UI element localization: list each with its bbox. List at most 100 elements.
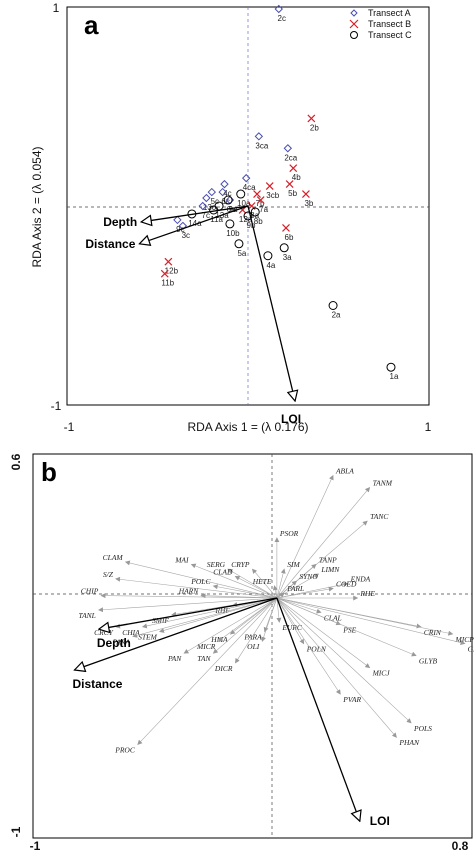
species-pan-31: PAN — [167, 597, 278, 663]
species-arrow — [276, 597, 341, 695]
legend-cross-icon — [349, 19, 359, 29]
site-marker-circle — [225, 219, 235, 229]
species-mai-9: MAI — [174, 555, 277, 599]
species-arrow — [190, 563, 277, 599]
species-label: CLAM — [103, 553, 124, 562]
site-marker-diamond — [202, 193, 211, 203]
env-label-depth: Depth — [103, 215, 137, 229]
species-label: PARA — [112, 637, 131, 646]
site-label-11a: 11a — [210, 215, 223, 224]
legend-circle-icon — [350, 31, 358, 39]
species-label: PSE — [342, 625, 356, 634]
site-label-4ca: 4ca — [243, 183, 256, 192]
species-arrow — [132, 597, 277, 638]
species-arrow — [212, 597, 278, 654]
a-xtick-right: 1 — [425, 420, 432, 434]
species-label: SYNO — [299, 572, 318, 581]
species-arrow — [100, 593, 277, 599]
site-label-14a: 14a — [188, 219, 202, 228]
species-arrow — [276, 597, 322, 614]
species-label: TANP — [319, 555, 337, 564]
species-hete-14: HETE — [252, 577, 278, 599]
site-label-2a: 2a — [332, 311, 341, 320]
site-marker-diamond — [254, 132, 264, 141]
site-point-6c: 6c — [218, 187, 230, 206]
site-label-4b: 4b — [292, 173, 301, 182]
site-marker-circle — [250, 207, 260, 217]
site-point-2a: 2a — [328, 301, 341, 320]
site-point-13c: 13c — [202, 193, 216, 212]
species-clam-10: CLAM — [103, 553, 277, 599]
species-arrow — [276, 586, 334, 599]
env-label-loi: LOI — [281, 412, 301, 426]
panel-b-env-vectors: Depth Distance LOI — [72, 597, 390, 828]
legend-label-transect-c: Transect C — [368, 30, 412, 40]
site-marker-cross — [289, 164, 298, 173]
species-arrow — [227, 568, 278, 599]
species-label: CRIN — [424, 628, 442, 637]
species-abla-0: ABLA — [276, 467, 354, 599]
panel-a-legend: Transect A Transect B Transect C — [349, 8, 412, 40]
species-glyp-42: GLYP — [276, 597, 474, 654]
site-point-10b: 10b — [225, 219, 240, 238]
site-marker-cross — [307, 114, 316, 123]
panel-a: a Transect A Transect B Transect C 2c 3ca… — [30, 1, 432, 434]
species-label: ENDA — [350, 575, 371, 584]
species-arrow — [276, 597, 305, 645]
species-tanm-1: TANM — [276, 479, 393, 599]
species-label: CHIA — [122, 628, 140, 637]
site-marker-diamond — [178, 221, 188, 231]
species-clal-36: CLAL — [276, 597, 342, 622]
species-arrow — [276, 597, 412, 724]
panel-b-letter: b — [41, 457, 57, 487]
species-arrow — [183, 597, 278, 654]
site-marker-diamond — [220, 179, 229, 189]
species-arrow — [276, 568, 286, 599]
a-ytick-bottom: -1 — [51, 399, 62, 413]
env-arrow-loi — [247, 205, 295, 401]
species-label: RHF — [214, 606, 230, 615]
species-label: CHIP — [81, 587, 99, 596]
site-point-3ca: 3ca — [254, 132, 269, 150]
species-label: OLI — [247, 642, 260, 651]
species-label: COED — [336, 579, 357, 588]
species-arrow — [98, 597, 277, 613]
legend-label-transect-a: Transect A — [368, 8, 411, 18]
species-label: TANL — [78, 611, 95, 620]
site-point-2ca: 2ca — [283, 144, 298, 162]
species-arrow — [272, 585, 278, 599]
species-micr-30: MICR — [196, 597, 278, 651]
species-tanl-23: TANL — [78, 597, 277, 620]
site-marker-cross — [253, 190, 261, 198]
species-arrow — [276, 597, 454, 636]
species-label: SERG — [207, 560, 226, 569]
species-enda-13: ENDA — [276, 575, 371, 599]
species-dicr-39: DICR — [214, 597, 278, 673]
site-label-3c: 3c — [182, 231, 190, 240]
species-stem-27: STEM — [138, 597, 277, 642]
site-label-13c: 13c — [203, 203, 216, 212]
site-point-1a: 1a — [386, 362, 399, 381]
species-chia-25: CHIA — [122, 597, 277, 637]
site-marker-circle — [236, 189, 246, 199]
site-marker-cross — [256, 196, 265, 204]
species-arrow — [276, 486, 371, 599]
site-label-3b: 3b — [304, 199, 313, 208]
species-label: MICR — [196, 642, 216, 651]
site-point-2b: 2b — [307, 114, 319, 132]
site-label-9b: 9b — [247, 221, 256, 230]
species-arrow — [276, 597, 282, 623]
legend-label-transect-b: Transect B — [368, 19, 411, 29]
species-phan-47: PHAN — [276, 597, 420, 747]
site-marker-circle — [243, 211, 253, 221]
site-label-6b: 6b — [285, 233, 294, 242]
species-label: MAI — [174, 555, 189, 564]
env-label-distance: Distance — [72, 677, 122, 691]
species-arrow — [276, 474, 334, 599]
site-label-4a: 4a — [266, 261, 275, 270]
site-marker-diamond — [274, 4, 283, 14]
site-point-3c: 3c — [178, 221, 190, 240]
species-para-28: PARA — [112, 597, 277, 646]
env-label-depth: Depth — [97, 636, 131, 650]
site-label-7a: 7a — [259, 205, 268, 214]
